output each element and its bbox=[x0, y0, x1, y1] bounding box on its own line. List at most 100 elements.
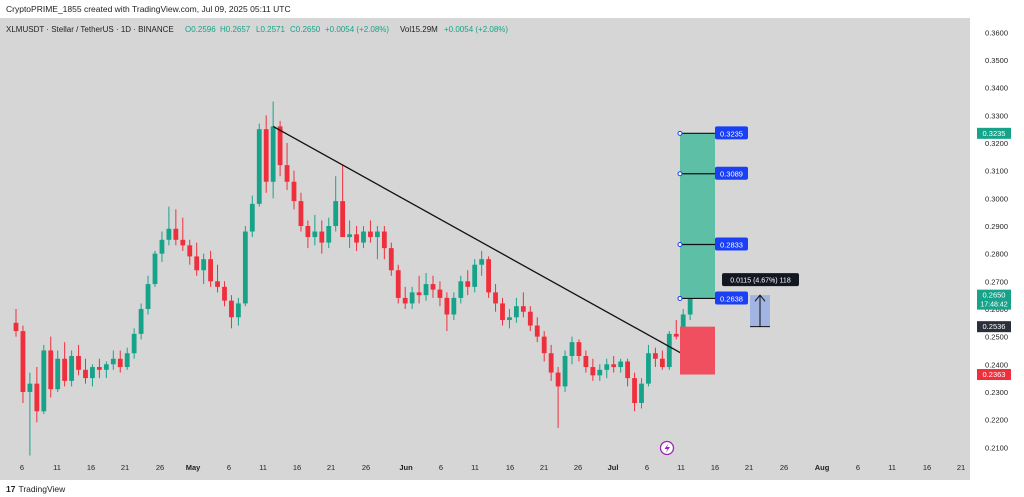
target-zone[interactable] bbox=[680, 133, 715, 299]
time-tick-label: 26 bbox=[156, 463, 164, 472]
candle-body bbox=[583, 355, 589, 368]
time-tick-label: 16 bbox=[711, 463, 719, 472]
candle bbox=[673, 320, 679, 340]
legend-change: +0.0054 (+2.08%) bbox=[325, 25, 389, 34]
candle-body bbox=[625, 361, 630, 379]
candle bbox=[653, 347, 658, 368]
price-axis-marker-text: 0.2536 bbox=[983, 322, 1006, 331]
candle-body bbox=[166, 228, 172, 240]
time-tick-label: 11 bbox=[53, 463, 61, 472]
candle bbox=[646, 344, 651, 387]
candle bbox=[173, 209, 179, 246]
candle-body bbox=[493, 292, 498, 304]
candle bbox=[611, 355, 617, 373]
candle bbox=[152, 250, 158, 287]
stop-zone[interactable] bbox=[680, 326, 715, 375]
candle bbox=[534, 317, 540, 343]
price-axis-marker-text: 0.2650 bbox=[983, 291, 1006, 300]
price-axis-marker[interactable] bbox=[977, 289, 1011, 310]
target-handle[interactable] bbox=[677, 130, 683, 136]
candle-body bbox=[402, 297, 408, 304]
candle-body bbox=[62, 358, 68, 381]
target-handle[interactable] bbox=[677, 295, 683, 301]
candle-body bbox=[451, 297, 457, 315]
candle bbox=[180, 217, 186, 251]
candle-body bbox=[173, 228, 179, 240]
candle-body bbox=[215, 281, 220, 287]
candle-body bbox=[590, 367, 596, 376]
tradingview-logo[interactable]: 17 TradingView bbox=[6, 484, 65, 494]
candle-body bbox=[333, 201, 339, 226]
footer-bar: 17 TradingView bbox=[0, 480, 1024, 497]
target-price-label[interactable] bbox=[715, 291, 748, 305]
plot-background bbox=[0, 18, 970, 480]
candle-body bbox=[534, 325, 540, 337]
candle bbox=[41, 344, 47, 415]
price-tick-label: 0.2800 bbox=[985, 250, 1008, 259]
candle-body bbox=[347, 234, 352, 238]
price-axis-marker-text: 0.2363 bbox=[983, 370, 1006, 379]
time-tick-label: 21 bbox=[121, 463, 129, 472]
target-price-label[interactable] bbox=[715, 126, 748, 140]
candle-body bbox=[305, 225, 311, 238]
position-tool-layer[interactable]: 0.3235 0.3089 0.2833 0.2638 bbox=[677, 126, 748, 375]
price-axis-marker[interactable] bbox=[977, 369, 1011, 381]
candle-body bbox=[562, 355, 568, 387]
candle-body bbox=[284, 165, 290, 182]
candle bbox=[486, 256, 491, 298]
candle-body bbox=[604, 364, 610, 370]
target-price-label[interactable] bbox=[715, 237, 748, 251]
candle-body bbox=[208, 259, 213, 282]
trendline-layer[interactable] bbox=[272, 125, 684, 355]
candle-body bbox=[618, 361, 624, 368]
measure-label-box[interactable] bbox=[722, 273, 799, 287]
candle-body bbox=[500, 303, 505, 321]
candle-body bbox=[20, 331, 26, 392]
candle-body bbox=[242, 231, 248, 304]
price-axis[interactable]: 0.3600 0.3500 0.3400 0.3300 0.3200 0.3100 0.30… bbox=[977, 28, 1011, 452]
candle-body bbox=[632, 378, 637, 404]
candle-body bbox=[687, 297, 693, 315]
candle-body bbox=[368, 231, 373, 238]
candlestick-chart[interactable]: 0.3235 0.3089 0.2833 0.2638 0.0115 (4.67%) … bbox=[0, 18, 1024, 480]
price-axis-marker[interactable] bbox=[977, 321, 1011, 333]
trendline[interactable] bbox=[272, 125, 684, 355]
candle bbox=[514, 297, 519, 323]
candle bbox=[625, 358, 630, 387]
candle-body bbox=[653, 353, 658, 359]
target-price-label[interactable] bbox=[715, 166, 748, 180]
price-tick-label: 0.3100 bbox=[985, 167, 1008, 176]
time-axis[interactable]: 6 11 16 21 26 May 6 11 16 21 26 Jun 6 11 16 21 26 Jul 6 11 1… bbox=[20, 463, 965, 472]
candle bbox=[520, 292, 526, 318]
candle-body bbox=[354, 234, 359, 243]
candle-body bbox=[201, 259, 207, 271]
candle bbox=[527, 306, 533, 332]
target-handle[interactable] bbox=[677, 171, 683, 177]
candle bbox=[347, 220, 352, 249]
candle-body bbox=[97, 367, 102, 370]
candle bbox=[416, 275, 422, 304]
candle-body bbox=[41, 350, 47, 412]
candle-body bbox=[110, 358, 116, 365]
candle-body bbox=[340, 201, 346, 238]
candle bbox=[270, 101, 276, 199]
time-tick-label: 16 bbox=[506, 463, 514, 472]
time-tick-label: 16 bbox=[293, 463, 301, 472]
candle bbox=[583, 350, 589, 373]
time-tick-label: 21 bbox=[327, 463, 335, 472]
candle-body bbox=[76, 355, 81, 370]
candle bbox=[562, 350, 568, 392]
time-tick-label: 16 bbox=[923, 463, 931, 472]
price-tick-label: 0.2300 bbox=[985, 388, 1008, 397]
candle-body bbox=[437, 289, 443, 298]
candle bbox=[145, 275, 151, 315]
measure-tool-layer[interactable]: 0.0115 (4.67%) 118 bbox=[722, 273, 799, 328]
candle bbox=[333, 176, 339, 232]
price-axis-marker[interactable] bbox=[977, 127, 1011, 139]
target-handle[interactable] bbox=[677, 242, 683, 248]
candle-body bbox=[90, 367, 95, 379]
candle-body bbox=[409, 292, 415, 304]
candle-body bbox=[646, 353, 651, 384]
lightning-icon[interactable] bbox=[659, 440, 675, 456]
chart-area[interactable]: 0.3235 0.3089 0.2833 0.2638 0.0115 (4.67%) … bbox=[0, 18, 1024, 480]
